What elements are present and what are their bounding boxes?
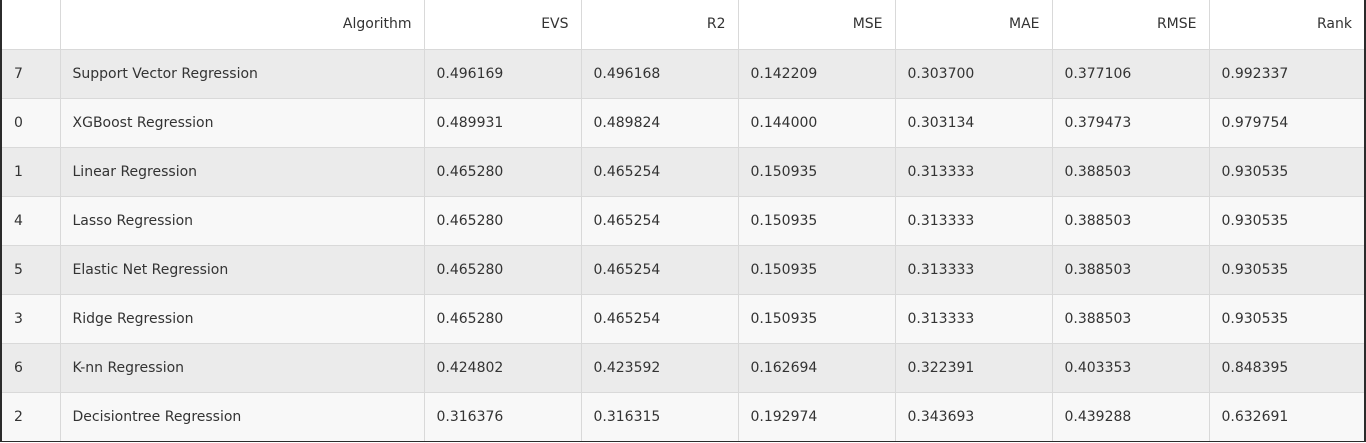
- row-index: 0: [2, 97, 61, 148]
- cell-evs: 0.489931: [423, 97, 582, 148]
- cell-rank: 0.979754: [1208, 97, 1364, 148]
- cell-mae: 0.303700: [894, 48, 1053, 99]
- cell-mae: 0.313333: [894, 146, 1053, 197]
- cell-evs: 0.465280: [423, 244, 582, 295]
- cell-evs: 0.465280: [423, 293, 582, 344]
- cell-r2: 0.316315: [580, 391, 739, 441]
- cell-rmse: 0.439288: [1051, 391, 1210, 441]
- cell-algorithm: Elastic Net Regression: [59, 244, 425, 295]
- table-row: 3 Ridge Regression 0.465280 0.465254 0.1…: [2, 293, 1364, 344]
- table-header-row: Algorithm EVS R2 MSE MAE RMSE Rank: [2, 0, 1364, 50]
- table-row: 4 Lasso Regression 0.465280 0.465254 0.1…: [2, 195, 1364, 246]
- cell-r2: 0.465254: [580, 244, 739, 295]
- cell-mse: 0.150935: [737, 146, 896, 197]
- table-row: 7 Support Vector Regression 0.496169 0.4…: [2, 48, 1364, 99]
- cell-mae: 0.322391: [894, 342, 1053, 393]
- cell-r2: 0.489824: [580, 97, 739, 148]
- cell-rmse: 0.388503: [1051, 244, 1210, 295]
- cell-rmse: 0.388503: [1051, 195, 1210, 246]
- header-algorithm[interactable]: Algorithm: [59, 0, 425, 50]
- cell-algorithm: Decisiontree Regression: [59, 391, 425, 441]
- cell-rank: 0.930535: [1208, 195, 1364, 246]
- cell-algorithm: Support Vector Regression: [59, 48, 425, 99]
- table-body: 7 Support Vector Regression 0.496169 0.4…: [2, 48, 1364, 441]
- cell-evs: 0.316376: [423, 391, 582, 441]
- cell-rank: 0.632691: [1208, 391, 1364, 441]
- cell-mse: 0.144000: [737, 97, 896, 148]
- cell-algorithm: Lasso Regression: [59, 195, 425, 246]
- row-index: 3: [2, 293, 61, 344]
- cell-r2: 0.465254: [580, 146, 739, 197]
- cell-evs: 0.465280: [423, 195, 582, 246]
- cell-rmse: 0.388503: [1051, 293, 1210, 344]
- cell-mae: 0.313333: [894, 293, 1053, 344]
- cell-mse: 0.162694: [737, 342, 896, 393]
- cell-mse: 0.192974: [737, 391, 896, 441]
- header-mae[interactable]: MAE: [894, 0, 1053, 50]
- cell-mse: 0.150935: [737, 244, 896, 295]
- cell-algorithm: Ridge Regression: [59, 293, 425, 344]
- header-index: [2, 0, 61, 50]
- table-row: 1 Linear Regression 0.465280 0.465254 0.…: [2, 146, 1364, 197]
- cell-mse: 0.150935: [737, 195, 896, 246]
- header-rmse[interactable]: RMSE: [1051, 0, 1210, 50]
- header-rank[interactable]: Rank: [1208, 0, 1364, 50]
- cell-rmse: 0.403353: [1051, 342, 1210, 393]
- cell-rank: 0.992337: [1208, 48, 1364, 99]
- cell-evs: 0.424802: [423, 342, 582, 393]
- cell-rank: 0.848395: [1208, 342, 1364, 393]
- table-row: 5 Elastic Net Regression 0.465280 0.4652…: [2, 244, 1364, 295]
- cell-rank: 0.930535: [1208, 293, 1364, 344]
- cell-evs: 0.496169: [423, 48, 582, 99]
- cell-rmse: 0.377106: [1051, 48, 1210, 99]
- cell-mae: 0.313333: [894, 195, 1053, 246]
- cell-r2: 0.496168: [580, 48, 739, 99]
- row-index: 4: [2, 195, 61, 246]
- cell-mae: 0.303134: [894, 97, 1053, 148]
- row-index: 7: [2, 48, 61, 99]
- cell-rank: 0.930535: [1208, 146, 1364, 197]
- cell-evs: 0.465280: [423, 146, 582, 197]
- row-index: 2: [2, 391, 61, 441]
- row-index: 5: [2, 244, 61, 295]
- header-r2[interactable]: R2: [580, 0, 739, 50]
- cell-r2: 0.465254: [580, 293, 739, 344]
- cell-mae: 0.343693: [894, 391, 1053, 441]
- row-index: 1: [2, 146, 61, 197]
- table-row: 2 Decisiontree Regression 0.316376 0.316…: [2, 391, 1364, 441]
- table-row: 0 XGBoost Regression 0.489931 0.489824 0…: [2, 97, 1364, 148]
- cell-r2: 0.465254: [580, 195, 739, 246]
- row-index: 6: [2, 342, 61, 393]
- cell-mae: 0.313333: [894, 244, 1053, 295]
- header-evs[interactable]: EVS: [423, 0, 582, 50]
- cell-rmse: 0.379473: [1051, 97, 1210, 148]
- cell-algorithm: Linear Regression: [59, 146, 425, 197]
- cell-rmse: 0.388503: [1051, 146, 1210, 197]
- header-mse[interactable]: MSE: [737, 0, 896, 50]
- cell-mse: 0.142209: [737, 48, 896, 99]
- cell-algorithm: K-nn Regression: [59, 342, 425, 393]
- cell-mse: 0.150935: [737, 293, 896, 344]
- cell-r2: 0.423592: [580, 342, 739, 393]
- cell-rank: 0.930535: [1208, 244, 1364, 295]
- cell-algorithm: XGBoost Regression: [59, 97, 425, 148]
- table-row: 6 K-nn Regression 0.424802 0.423592 0.16…: [2, 342, 1364, 393]
